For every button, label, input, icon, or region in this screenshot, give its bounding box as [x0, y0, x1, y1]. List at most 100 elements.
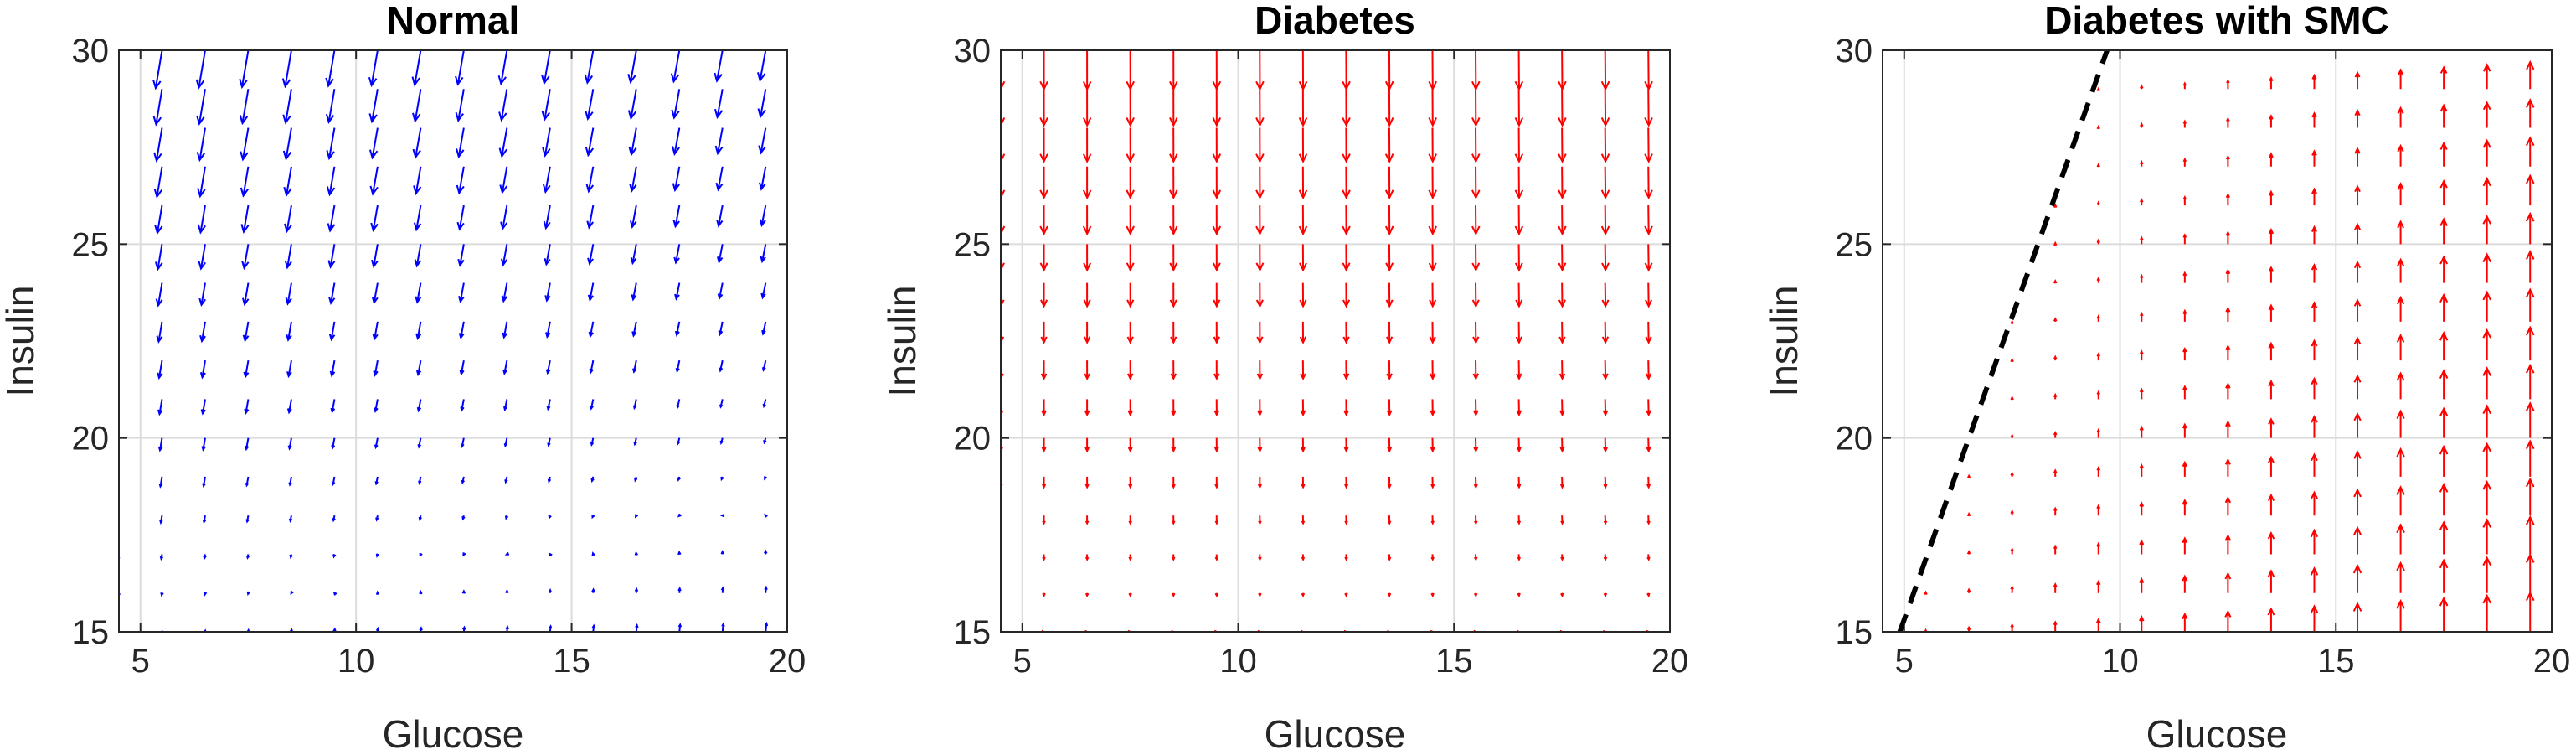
vector-arrow [2053, 544, 2058, 555]
vector-arrow [2354, 222, 2361, 245]
vector-arrow [2397, 68, 2404, 90]
vector-arrow [2182, 347, 2187, 361]
vector-arrow [629, 204, 637, 230]
vector-arrow [1514, 244, 1523, 272]
vector-arrow [1342, 89, 1351, 127]
plot-frame [118, 49, 788, 633]
vector-arrow [119, 89, 120, 95]
y-tick-label: 15 [954, 614, 992, 651]
vector-arrow [2053, 506, 2058, 516]
vector-arrow [2225, 192, 2230, 206]
vector-arrow [159, 554, 164, 561]
vector-arrow [714, 50, 724, 83]
vector-field [1897, 50, 2535, 632]
vector-arrow [1600, 127, 1610, 163]
vector-arrow [2353, 260, 2362, 283]
vector-arrow [2439, 558, 2449, 593]
x-tick-label: 5 [1013, 643, 1032, 680]
vector-arrow [1082, 127, 1092, 163]
vector-arrow [1429, 282, 1437, 308]
vector-arrow [1042, 476, 1047, 489]
chart-panel-diabetes-smc: 5 10 15 20 15 20 25 30 Diabetes with SMC Glucos… [1762, 0, 2570, 755]
vector-arrow [2439, 217, 2448, 245]
vector-arrow [2482, 556, 2491, 593]
vector-arrow [546, 399, 551, 411]
vector-arrow [326, 166, 336, 197]
vector-arrow [1083, 282, 1091, 308]
vector-arrow [1472, 399, 1479, 417]
vector-arrow [2311, 187, 2317, 206]
vector-arrow [2226, 116, 2230, 128]
vector-arrow [547, 476, 552, 484]
vector-arrow [549, 552, 553, 557]
vector-arrow [2053, 317, 2058, 322]
vector-arrow [1428, 244, 1437, 272]
vector-arrow [2354, 70, 2361, 90]
x-tick-label: 5 [131, 643, 150, 680]
vector-arrow [372, 321, 379, 341]
vector-arrow [715, 166, 724, 192]
vector-arrow [374, 437, 379, 450]
vector-arrow [458, 321, 465, 340]
y-tick-label: 20 [1836, 421, 1873, 458]
vector-arrow [244, 399, 250, 416]
vector-arrow [2096, 579, 2101, 593]
vector-arrow [455, 50, 465, 86]
vector-arrow [757, 89, 767, 119]
vector-arrow [505, 588, 509, 594]
vector-arrow [2224, 458, 2231, 477]
vector-arrow [2268, 189, 2274, 206]
y-tick-label: 20 [72, 421, 110, 458]
vector-arrow [284, 204, 292, 234]
vector-arrow [369, 166, 379, 196]
vector-arrow [1170, 360, 1177, 381]
vector-arrow [2267, 530, 2275, 555]
vector-arrow [1001, 205, 1006, 236]
y-axis-label: Insulin [1762, 286, 1806, 397]
vector-arrow [415, 282, 422, 304]
vector-arrow [1171, 437, 1177, 453]
vector-arrow [627, 89, 637, 121]
x-tick-label: 20 [769, 643, 806, 680]
vector-arrow [289, 554, 293, 560]
vector-arrow [541, 50, 551, 85]
vector-arrow [1514, 166, 1524, 200]
vector-arrow [2225, 306, 2231, 322]
vector-arrow [2439, 292, 2449, 322]
vector-arrow [2482, 101, 2491, 128]
vector-arrow [2439, 103, 2448, 128]
chart-title: Diabetes [1255, 0, 1415, 42]
vector-arrow [1172, 554, 1176, 561]
grid-lines [1883, 50, 2552, 632]
vector-arrow [717, 282, 724, 301]
vector-arrow [1600, 89, 1610, 127]
vector-arrow [1039, 127, 1048, 163]
vector-arrow [1600, 166, 1610, 200]
y-tick-label: 30 [954, 33, 992, 70]
vector-arrow [2311, 415, 2318, 438]
vector-arrow [327, 244, 336, 269]
vector-arrow [1429, 360, 1436, 381]
vector-arrow [588, 321, 595, 339]
vector-arrow [759, 166, 767, 191]
vector-arrow [239, 89, 250, 126]
vector-arrow [1126, 166, 1135, 200]
vector-arrow [152, 89, 163, 127]
vector-arrow [1255, 50, 1265, 91]
vector-arrow [1558, 50, 1567, 91]
vector-arrow [2096, 504, 2101, 516]
vector-arrow [2311, 301, 2318, 322]
x-tick-label: 15 [553, 643, 590, 680]
vector-arrow [547, 437, 551, 447]
vector-arrow [585, 166, 595, 194]
vector-arrow [1559, 399, 1565, 417]
vector-arrow [1257, 399, 1263, 417]
vector-arrow [1001, 89, 1006, 127]
vector-arrow [413, 204, 422, 232]
vector-arrow [1472, 360, 1479, 381]
vector-arrow [375, 553, 380, 558]
vector-arrow [458, 282, 465, 304]
vector-arrow [2053, 431, 2058, 438]
vector-arrow [159, 515, 163, 525]
vector-arrow [1169, 205, 1178, 236]
